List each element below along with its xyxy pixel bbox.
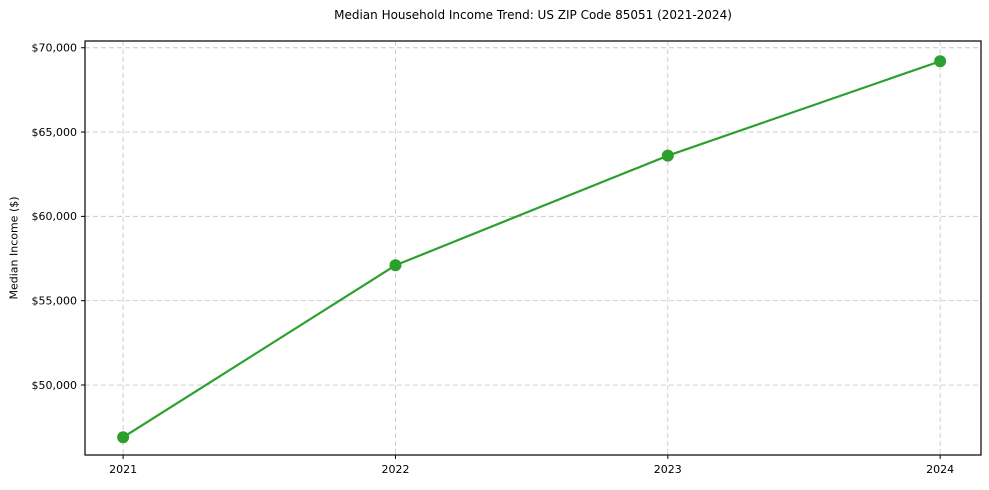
axes-border — [84, 40, 982, 456]
x-tick-label: 2023 — [654, 463, 682, 476]
y-tick-label: $60,000 — [32, 210, 78, 223]
x-tick-label: 2022 — [381, 463, 409, 476]
y-tick-label: $65,000 — [32, 126, 78, 139]
data-point-2022 — [389, 259, 402, 272]
y-tick-label: $55,000 — [32, 294, 78, 307]
y-axis-label: Median Income ($) — [7, 196, 21, 300]
data-point-2021 — [117, 431, 130, 444]
trend-line — [122, 60, 942, 439]
data-point-2024 — [934, 55, 947, 68]
y-tick-label: $70,000 — [32, 42, 78, 55]
chart-title: Median Household Income Trend: US ZIP Co… — [334, 8, 732, 22]
y-tick-label: $50,000 — [32, 379, 78, 392]
x-tick-label: 2024 — [926, 463, 954, 476]
data-point-2023 — [661, 149, 674, 162]
x-tick-label: 2021 — [109, 463, 137, 476]
